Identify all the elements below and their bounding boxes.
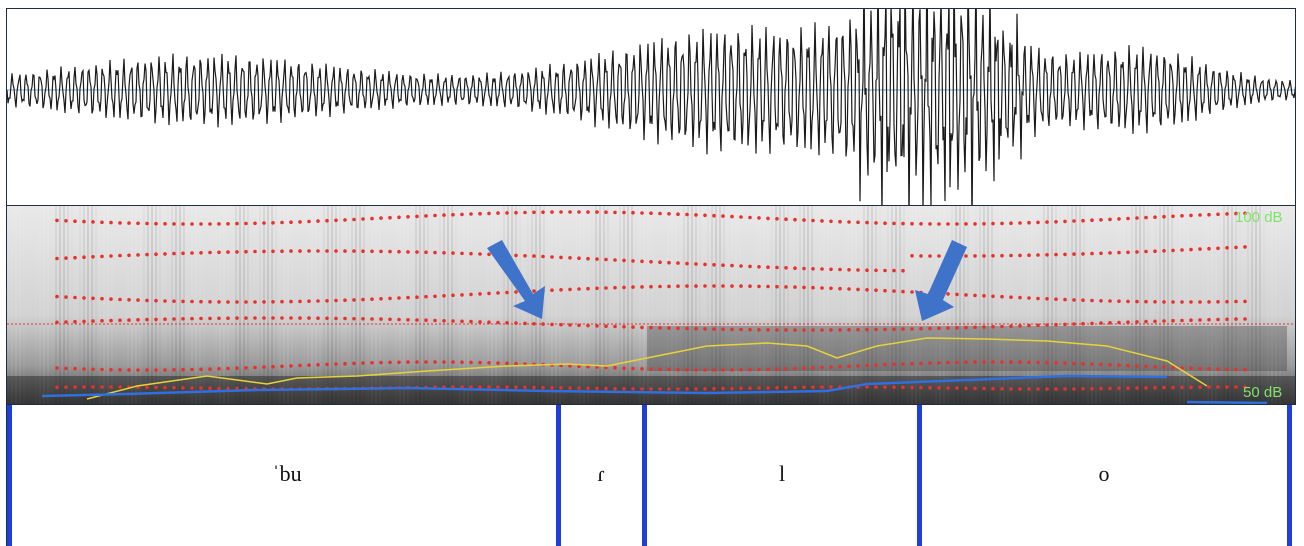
intensity-contour: [86, 337, 1208, 400]
segment-label[interactable]: o: [1098, 461, 1110, 486]
waveform-svg: [7, 9, 1295, 205]
segment-label[interactable]: ˈbu: [272, 461, 302, 486]
tier-boundary[interactable]: [7, 405, 12, 546]
waveform-trace: [7, 9, 1295, 205]
spectrogram-svg: [7, 206, 1295, 404]
tier-boundary[interactable]: [1287, 405, 1292, 546]
segment-label[interactable]: ɾ: [597, 461, 605, 486]
arrow-down-left-icon: [915, 240, 967, 321]
tier-boundary[interactable]: [556, 405, 561, 546]
waveform-panel[interactable]: [6, 8, 1296, 206]
db-max-label: 100 dB: [1235, 209, 1283, 226]
segment-label[interactable]: l: [778, 461, 786, 486]
db-min-label: 50 dB: [1243, 384, 1283, 401]
arrow-down-left-icon: [487, 240, 545, 319]
spectrogram-background: [7, 206, 1295, 404]
tier-boundary[interactable]: [917, 405, 922, 546]
pitch-contour: [41, 374, 1268, 404]
tier-boundary[interactable]: [642, 405, 647, 546]
spectrogram-panel[interactable]: 100 dB 50 dB: [6, 206, 1296, 405]
textgrid-tier[interactable]: ˈbu ɾ l o: [6, 405, 1296, 546]
